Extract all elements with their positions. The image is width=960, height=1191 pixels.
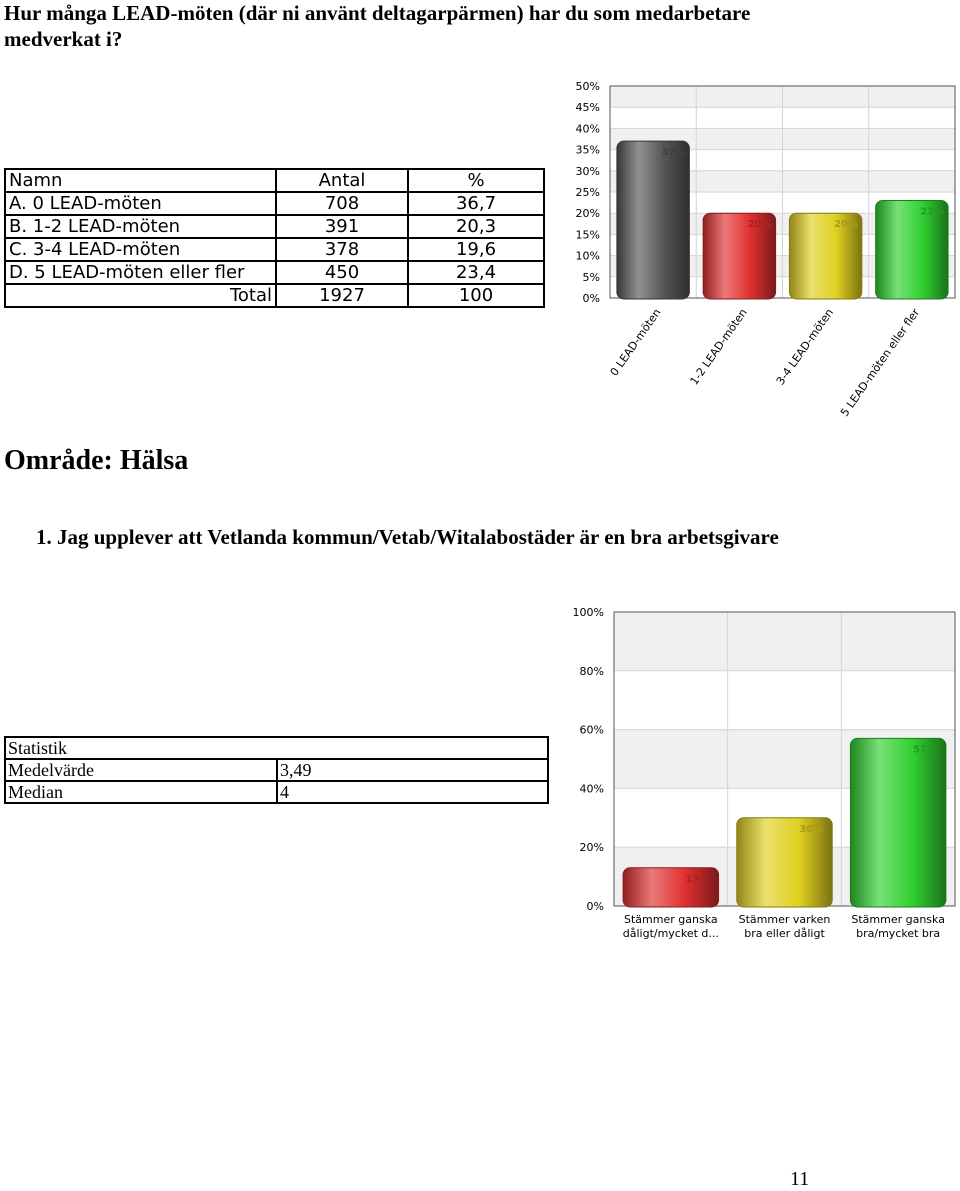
cell-namn: B. 1-2 LEAD-möten	[4, 214, 277, 239]
cell-percent: 36,7	[407, 191, 545, 216]
bar	[875, 199, 949, 300]
bar	[616, 140, 690, 300]
stats-value: 4	[276, 780, 549, 804]
x-tick-label: 0 LEAD-möten	[608, 306, 664, 378]
x-tick-label: Stämmer ganska	[624, 913, 718, 926]
total-label: Total	[4, 283, 277, 308]
table-row: Median 4	[4, 780, 549, 804]
bar-data-label: 23%	[920, 206, 944, 217]
table-total-row: Total 1927 100	[4, 283, 545, 308]
x-tick-label: dåligt/mycket d...	[623, 927, 719, 940]
header-namn: Namn	[4, 168, 277, 193]
stats-label: Median	[4, 780, 278, 804]
total-percent: 100	[407, 283, 545, 308]
plot-band	[614, 612, 955, 671]
chart-lead-meetings: 0% 5% 10% 15% 20% 25% 30% 35% 40% 45% 50% 37% 20% 20%…	[576, 80, 956, 418]
bar-data-label: 30%	[799, 824, 823, 835]
stats-label: Medelvärde	[4, 758, 278, 782]
cell-antal: 378	[275, 237, 409, 262]
bar	[788, 212, 863, 300]
cell-namn: A. 0 LEAD-möten	[4, 191, 277, 216]
stats-header-row: Statistik	[4, 736, 549, 760]
y-tick-label: 15%	[576, 228, 600, 241]
y-tick-label: 35%	[576, 144, 600, 157]
x-tick-label: Stämmer ganska	[851, 913, 945, 926]
area-heading: Område: Hälsa	[4, 445, 189, 476]
y-tick-label: 5%	[583, 271, 600, 284]
y-tick-label: 80%	[580, 665, 604, 678]
bar-data-label: 13%	[686, 874, 710, 885]
x-tick-label: 1-2 LEAD-möten	[688, 306, 750, 387]
stats-title: Statistik	[4, 736, 549, 760]
y-tick-label: 30%	[576, 165, 600, 178]
results-table: Namn Antal % A. 0 LEAD-möten 708 36,7 B.…	[4, 168, 545, 308]
table-row: D. 5 LEAD-möten eller fler 450 23,4	[4, 260, 545, 285]
bar	[849, 737, 947, 908]
y-tick-label: 20%	[580, 841, 604, 854]
cell-percent: 20,3	[407, 214, 545, 239]
y-tick-label: 40%	[576, 122, 600, 135]
x-tick-label: 3-4 LEAD-möten	[774, 306, 836, 387]
cell-percent: 23,4	[407, 260, 545, 285]
cell-namn: C. 3-4 LEAD-möten	[4, 237, 277, 262]
table-header-row: Namn Antal %	[4, 168, 545, 193]
bar-data-label: 57%	[913, 744, 937, 755]
page-number: 11	[790, 1168, 810, 1190]
y-tick-label: 45%	[576, 101, 600, 114]
header-percent: %	[407, 168, 545, 193]
bar-data-label: 20%	[834, 219, 858, 230]
bar-data-label: 20%	[748, 219, 772, 230]
y-tick-label: 0%	[587, 900, 604, 913]
y-tick-label: 40%	[580, 782, 604, 795]
plot-band	[614, 670, 955, 730]
bar-data-label: 37%	[661, 147, 685, 158]
table-row: A. 0 LEAD-möten 708 36,7	[4, 191, 545, 216]
bar	[622, 867, 720, 908]
y-tick-label: 50%	[576, 80, 600, 93]
bar	[736, 817, 833, 908]
y-tick-label: 10%	[576, 250, 600, 263]
x-tick-label: 5 LEAD-möten eller fler	[838, 306, 923, 418]
table-row: B. 1-2 LEAD-möten 391 20,3	[4, 214, 545, 239]
cell-namn: D. 5 LEAD-möten eller fler	[4, 260, 277, 285]
table-row: Medelvärde 3,49	[4, 758, 549, 782]
y-tick-label: 100%	[573, 606, 604, 619]
y-tick-label: 0%	[583, 292, 600, 305]
stats-value: 3,49	[276, 758, 549, 782]
cell-antal: 450	[275, 260, 409, 285]
x-tick-label: bra eller dåligt	[744, 927, 825, 940]
header-antal: Antal	[275, 168, 409, 193]
table-row: C. 3-4 LEAD-möten 378 19,6	[4, 237, 545, 262]
cell-antal: 391	[275, 214, 409, 239]
question-1: 1. Jag upplever att Vetlanda kommun/Veta…	[36, 525, 779, 549]
stats-table: Statistik Medelvärde 3,49 Median 4	[4, 736, 549, 804]
cell-percent: 19,6	[407, 237, 545, 262]
bar	[702, 212, 777, 300]
chart-employer-rating: 0% 20% 40% 60% 80% 100% 13% 30% 57% Stämmer gansk…	[573, 606, 956, 940]
x-tick-label: Stämmer varken	[739, 913, 831, 926]
plot-frame	[609, 85, 956, 299]
x-tick-label: bra/mycket bra	[856, 927, 940, 940]
question-title: Hur många LEAD-möten (där ni använt delt…	[4, 1, 751, 51]
y-tick-label: 20%	[576, 207, 600, 220]
cell-antal: 708	[275, 191, 409, 216]
total-antal: 1927	[275, 283, 409, 308]
y-tick-label: 25%	[576, 186, 600, 199]
y-tick-label: 60%	[580, 724, 604, 737]
